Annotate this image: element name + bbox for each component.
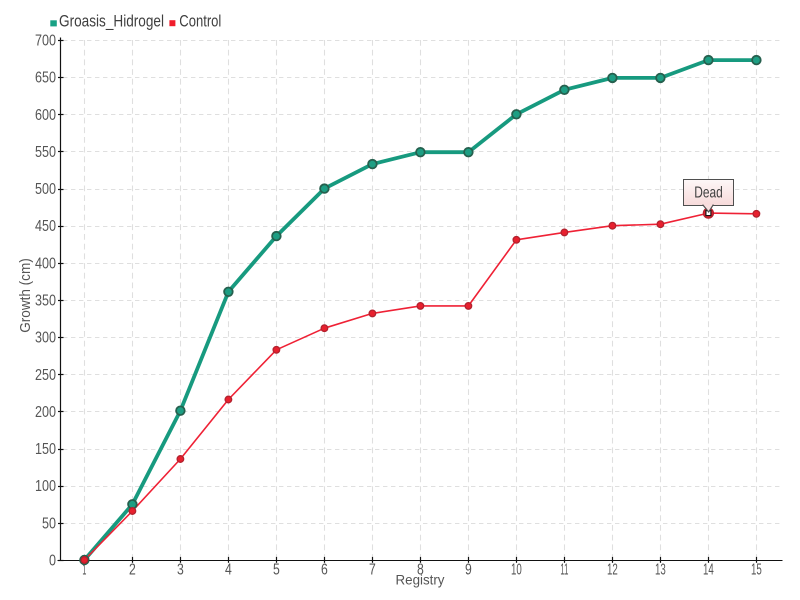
svg-text:Groasis_Hidrogel: Groasis_Hidrogel	[59, 12, 164, 31]
svg-text:100: 100	[35, 478, 56, 495]
svg-text:8: 8	[417, 562, 424, 579]
svg-text:700: 700	[35, 33, 56, 50]
svg-text:7: 7	[369, 562, 376, 579]
svg-text:4: 4	[225, 562, 232, 579]
svg-text:600: 600	[35, 107, 56, 124]
svg-text:50: 50	[42, 515, 56, 532]
svg-text:14: 14	[703, 562, 714, 579]
svg-text:Dead: Dead	[694, 185, 723, 202]
svg-text:10: 10	[511, 562, 522, 579]
svg-text:450: 450	[35, 218, 56, 235]
svg-text:15: 15	[751, 562, 762, 579]
svg-text:11: 11	[560, 562, 568, 579]
svg-text:150: 150	[35, 441, 56, 458]
svg-text:Control: Control	[179, 12, 221, 31]
svg-text:12: 12	[607, 562, 618, 579]
svg-text:1: 1	[82, 562, 86, 579]
svg-text:550: 550	[35, 144, 56, 161]
svg-text:400: 400	[35, 255, 56, 272]
svg-text:350: 350	[35, 293, 56, 310]
svg-text:9: 9	[465, 562, 472, 579]
svg-text:300: 300	[35, 330, 56, 347]
svg-text:2: 2	[129, 562, 136, 579]
svg-text:0: 0	[49, 553, 56, 570]
svg-text:5: 5	[273, 562, 280, 579]
svg-text:250: 250	[35, 367, 56, 384]
svg-text:6: 6	[321, 562, 328, 579]
svg-text:13: 13	[655, 562, 666, 579]
svg-text:3: 3	[177, 562, 184, 579]
svg-text:Growth (cm): Growth (cm)	[17, 258, 34, 333]
svg-text:200: 200	[35, 404, 56, 421]
svg-text:500: 500	[35, 181, 56, 198]
svg-text:Registry: Registry	[396, 572, 445, 588]
svg-text:650: 650	[35, 70, 56, 87]
